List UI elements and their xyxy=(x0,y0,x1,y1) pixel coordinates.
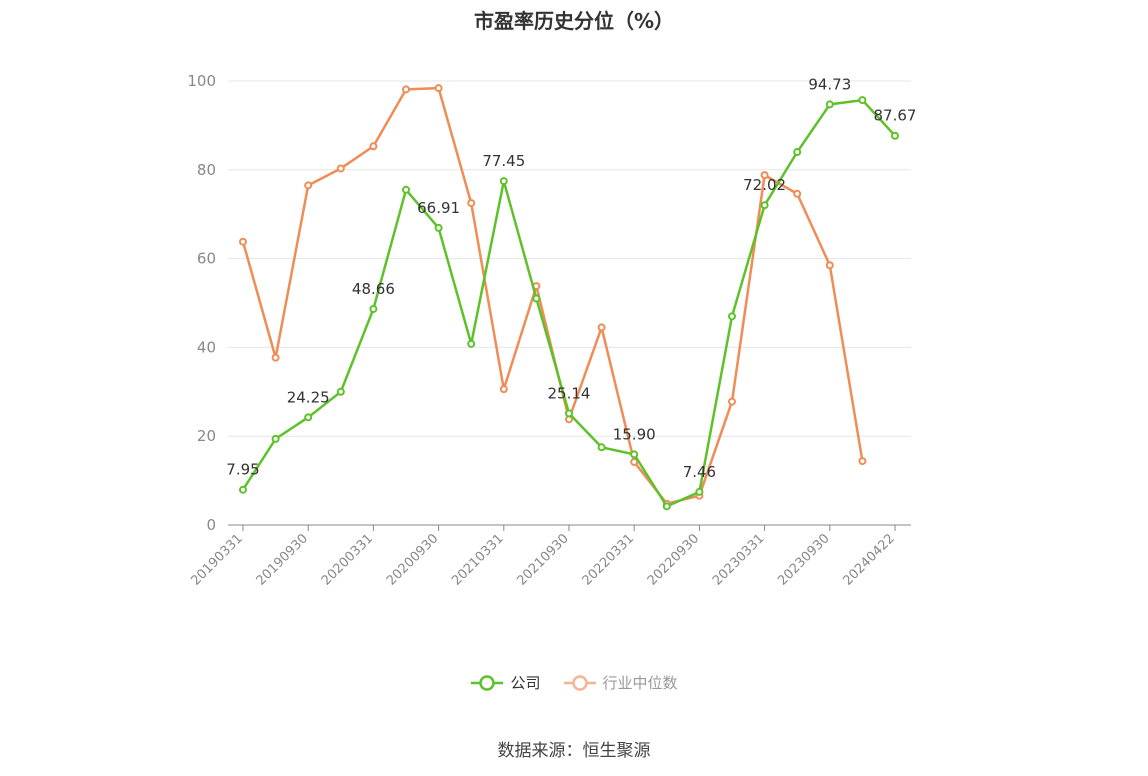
y-tick-label: 20 xyxy=(197,427,216,445)
company-data-point xyxy=(858,96,867,105)
x-tick-label: 20240422 xyxy=(840,531,897,588)
industry-data-point xyxy=(825,261,834,270)
company-data-label: 7.95 xyxy=(226,461,259,479)
company-data-point xyxy=(434,223,443,232)
company-data-label: 24.25 xyxy=(287,388,330,406)
industry-data-point xyxy=(369,142,378,151)
company-data-label: 25.14 xyxy=(548,384,591,402)
company-data-label: 15.90 xyxy=(613,425,656,443)
y-tick-label: 100 xyxy=(187,72,216,90)
company-data-label: 66.91 xyxy=(417,199,460,217)
legend-item-company[interactable]: 公司 xyxy=(470,672,541,693)
company-data-point xyxy=(760,201,769,210)
company-data-label: 94.73 xyxy=(808,75,851,93)
company-data-point xyxy=(597,443,606,452)
legend-item-industry[interactable]: 行业中位数 xyxy=(563,672,678,693)
x-tick-label: 20190331 xyxy=(188,531,245,588)
industry-data-point xyxy=(239,237,247,246)
y-tick-label: 80 xyxy=(197,161,216,179)
legend-label-company: 公司 xyxy=(510,674,541,692)
company-data-label: 87.67 xyxy=(874,107,917,125)
industry-data-point xyxy=(597,323,606,332)
x-tick-label: 20210930 xyxy=(514,531,571,588)
company-data-label: 77.45 xyxy=(482,152,525,170)
company-data-point xyxy=(630,450,639,459)
company-data-point xyxy=(565,409,573,418)
company-data-point xyxy=(825,100,834,109)
data-labels: 7.95 24.25 48.66 66.91 77.45 25.14 15.90 7.46 72… xyxy=(226,75,916,480)
industry-data-point xyxy=(760,171,769,180)
industry-data-point xyxy=(304,181,313,190)
legend: 公司 行业中位数 xyxy=(0,672,1148,693)
company-data-point xyxy=(304,413,313,422)
industry-series-line xyxy=(241,86,864,505)
industry-data-point xyxy=(271,353,280,362)
company-data-point xyxy=(369,304,378,313)
y-tick-label: 60 xyxy=(197,250,216,268)
y-tick-label: 0 xyxy=(206,516,216,534)
industry-data-point xyxy=(434,84,443,93)
industry-data-point xyxy=(728,397,736,406)
company-data-point xyxy=(499,177,508,186)
industry-data-point xyxy=(499,385,508,394)
chart-title: 市盈率历史分位（%） xyxy=(473,9,675,33)
industry-data-point xyxy=(793,189,802,198)
legend-industry-line-icon xyxy=(563,674,596,691)
company-data-label: 48.66 xyxy=(352,280,395,298)
company-data-point xyxy=(891,131,899,140)
company-data-point xyxy=(695,487,704,496)
x-tick-label: 20230331 xyxy=(710,531,767,588)
industry-data-point xyxy=(402,85,410,94)
axes: 0 20 40 60 80 100 20190331 20190930 20200331 2020… xyxy=(187,72,911,589)
x-tick-label: 20220331 xyxy=(580,531,637,588)
x-tick-label: 20200930 xyxy=(384,531,441,588)
industry-data-point xyxy=(467,199,476,208)
industry-data-point xyxy=(858,457,867,466)
company-data-point xyxy=(467,339,476,348)
company-data-point xyxy=(402,185,410,194)
x-tick-label: 20210331 xyxy=(449,531,506,588)
company-data-point xyxy=(336,387,345,396)
company-data-label: 72.02 xyxy=(743,176,786,194)
company-data-point xyxy=(239,485,247,494)
x-tick-label: 20190930 xyxy=(254,531,311,588)
legend-company-line-icon xyxy=(471,674,504,691)
company-data-point xyxy=(271,434,280,443)
industry-data-point xyxy=(630,457,639,466)
industry-data-point xyxy=(336,164,345,173)
series-lines xyxy=(239,84,899,511)
x-tick-label: 20230930 xyxy=(775,531,832,588)
x-tick-label: 20220930 xyxy=(645,531,702,588)
x-tick-label: 20200331 xyxy=(319,531,376,588)
legend-label-industry: 行业中位数 xyxy=(602,674,678,692)
company-data-point xyxy=(728,312,736,321)
y-tick-label: 40 xyxy=(197,338,216,356)
company-data-point xyxy=(793,148,802,157)
company-data-point xyxy=(662,502,671,511)
company-data-label: 7.46 xyxy=(683,463,716,481)
company-data-point xyxy=(532,294,541,303)
company-series-line xyxy=(241,98,896,508)
data-source-note: 数据来源：恒生聚源 xyxy=(497,741,651,761)
